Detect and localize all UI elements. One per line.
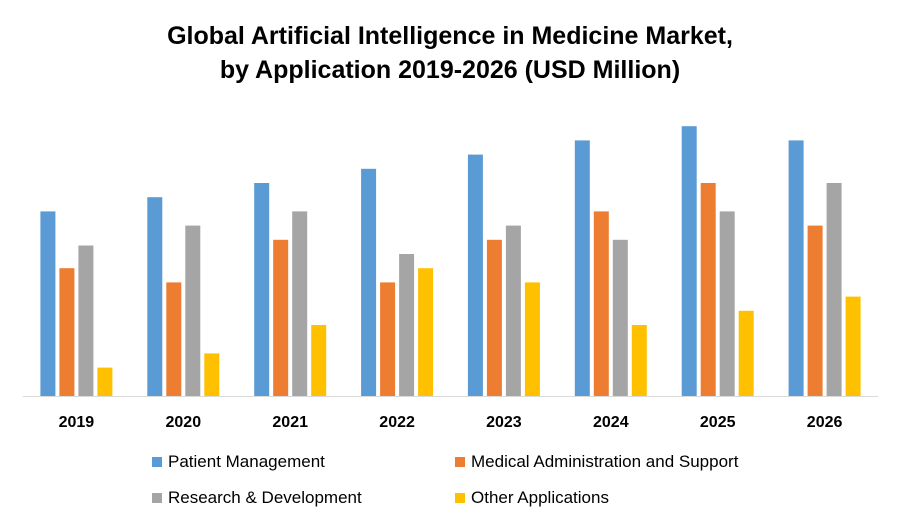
bar-medical-administration-and-support-2026 [807,225,823,396]
bar-research-development-2024 [612,239,628,396]
bar-other-applications-2025 [738,310,754,396]
x-tick-label: 2023 [486,414,522,431]
x-tick-label: 2020 [166,414,202,431]
bar-medical-administration-and-support-2022 [380,282,396,396]
bar-research-development-2020 [185,225,201,396]
x-tick-label: 2025 [700,414,736,431]
bar-research-development-2021 [292,211,308,396]
bar-medical-administration-and-support-2023 [486,239,502,396]
bar-patient-management-2025 [681,126,697,396]
x-tick-label: 2019 [59,414,95,431]
bar-medical-administration-and-support-2024 [593,211,609,396]
bar-research-development-2022 [399,254,415,396]
bar-medical-administration-and-support-2025 [700,183,716,396]
bar-patient-management-2026 [788,140,804,396]
bar-research-development-2025 [719,211,735,396]
bar-medical-administration-and-support-2021 [273,239,289,396]
chart-title-line2: by Application 2019-2026 (USD Million) [219,56,681,84]
x-tick-label: 2022 [379,414,415,431]
bar-research-development-2023 [505,225,521,396]
bar-research-development-2026 [826,183,842,396]
bar-patient-management-2020 [147,197,163,396]
x-tick-label: 2024 [593,414,629,431]
bar-other-applications-2020 [204,353,220,396]
bar-other-applications-2022 [418,268,434,396]
x-tick-label: 2026 [807,414,843,431]
bar-patient-management-2024 [574,140,590,396]
bar-other-applications-2019 [97,367,113,396]
bar-other-applications-2026 [845,296,861,396]
bar-other-applications-2021 [311,325,327,396]
bar-medical-administration-and-support-2019 [59,268,75,396]
bar-other-applications-2023 [524,282,540,396]
chart-title-line1: Global Artificial Intelligence in Medici… [167,22,733,50]
bar-medical-administration-and-support-2020 [166,282,182,396]
bar-patient-management-2022 [361,168,377,396]
bar-research-development-2019 [78,245,94,396]
bar-patient-management-2023 [467,154,483,396]
bar-patient-management-2021 [254,183,270,396]
bar-other-applications-2024 [631,325,647,396]
x-tick-label: 2021 [272,414,308,431]
bar-patient-management-2019 [40,211,56,396]
